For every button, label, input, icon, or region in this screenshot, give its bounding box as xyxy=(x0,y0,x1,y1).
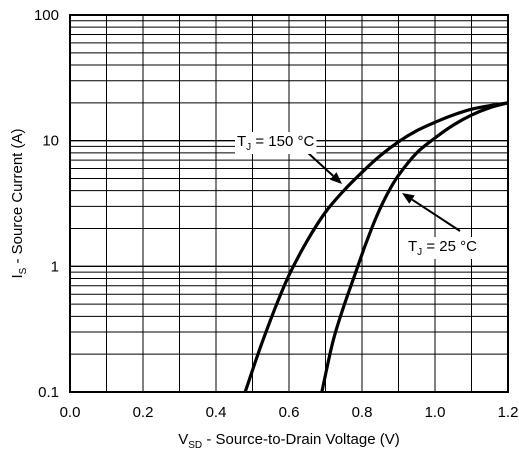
annotation-background xyxy=(235,132,317,154)
annotation-tj-25: TJ = 25 °C xyxy=(408,238,477,258)
plot-frame xyxy=(69,14,509,393)
y-tick-labels: 0.1 1 10 100 xyxy=(34,7,59,401)
annotation-background xyxy=(406,237,480,259)
x-axis-label: VSD - Source-to-Drain Voltage (V) xyxy=(178,431,400,451)
arrow-tj-150-shaft xyxy=(306,151,334,177)
grid xyxy=(70,15,508,392)
curve-tj-150 xyxy=(243,101,508,392)
series-curves xyxy=(243,101,508,392)
x-tick-label: 0.6 xyxy=(279,404,300,421)
arrow-tj-150-head xyxy=(329,172,342,184)
x-tick-label: 0.2 xyxy=(133,404,154,421)
curve-tj-25 xyxy=(320,101,508,392)
y-tick-label: 0.1 xyxy=(38,384,59,401)
x-tick-label: 0.8 xyxy=(352,404,373,421)
annotation-tj-150: TJ = 150 °C xyxy=(237,133,314,153)
annotation-arrows xyxy=(306,151,461,232)
x-tick-label: 0.0 xyxy=(60,404,81,421)
y-tick-label: 100 xyxy=(34,7,59,24)
y-axis-label: IS - Source Current (A) xyxy=(9,128,29,278)
y-tick-label: 10 xyxy=(42,133,59,150)
arrow-tj-25-head xyxy=(402,193,415,204)
x-tick-label: 0.4 xyxy=(206,404,227,421)
y-tick-label: 1 xyxy=(51,258,59,275)
x-tick-label: 1.0 xyxy=(425,404,446,421)
arrow-tj-25-shaft xyxy=(411,198,461,232)
x-tick-label: 1.2 xyxy=(498,404,519,421)
x-tick-labels: 0.0 0.2 0.4 0.6 0.8 1.0 1.2 xyxy=(60,404,519,421)
